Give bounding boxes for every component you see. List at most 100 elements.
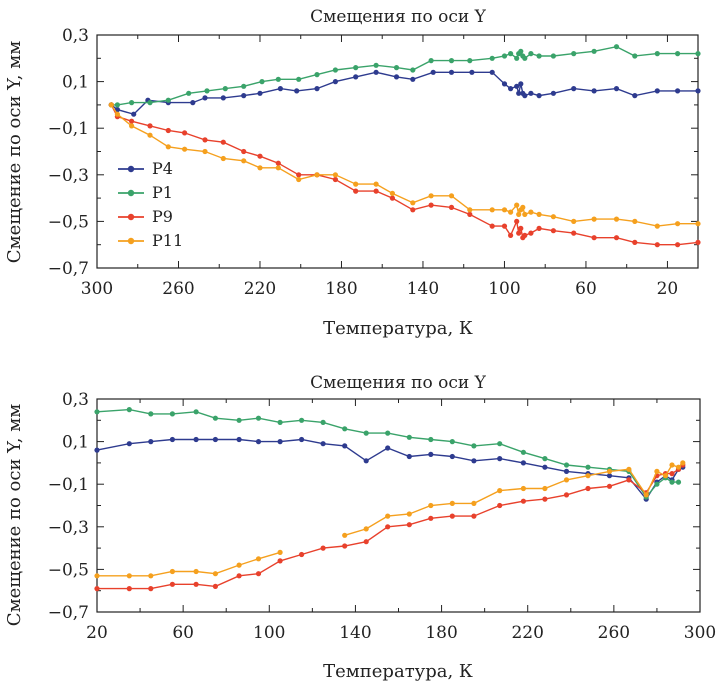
top-series-p1 [108, 44, 701, 108]
bottom-ytick-label: −0,5 [48, 560, 89, 580]
top-series-p1-point [373, 62, 379, 68]
top-series-p9-point [536, 225, 542, 231]
top-series-p11-point [632, 218, 638, 224]
top-series-p9-point [516, 230, 522, 236]
top-series-p9-point [165, 127, 171, 134]
bottom-series-p11-point [428, 502, 434, 509]
top-series-p9-point [514, 218, 520, 224]
top-series-p4-point [591, 88, 597, 94]
bottom-series-p1-point [497, 441, 503, 447]
top-series-p9-line [110, 104, 699, 246]
bottom-series-p11-point [236, 562, 242, 568]
bottom-series-p9-point [148, 586, 154, 592]
bottom-series-p1-point [542, 456, 548, 462]
top-series-p1-point [675, 51, 681, 57]
bottom-series-p9-point [563, 492, 570, 498]
top-ytick-label: 0,3 [62, 26, 89, 46]
top-series-p11-point [314, 172, 320, 178]
top-series-p4-point [489, 69, 495, 75]
top-legend-marker [127, 189, 135, 197]
bottom-xtick-label: 100 [253, 623, 285, 643]
top-series-p4-point [571, 86, 577, 92]
bottom-series-p4-point [277, 439, 283, 445]
bottom-series-p11-point [193, 568, 199, 575]
top-series-p1-point [518, 48, 524, 54]
bottom-xtick-label: 260 [598, 623, 630, 643]
bottom-series-p9-point [449, 513, 455, 519]
top-series-p1-point [332, 67, 338, 73]
bottom-xtick-label: 300 [684, 623, 716, 643]
bottom-series-p9-point [585, 485, 591, 492]
top-xtick-label: 20 [657, 279, 679, 299]
top-series-p9-point [501, 223, 508, 229]
top-series-p11-point [613, 216, 620, 222]
bottom-series-p11-point [277, 549, 283, 556]
bottom-xtick-label: 140 [339, 623, 371, 643]
bottom-xtick-label: 60 [172, 623, 194, 643]
bottom-series-p11-point [212, 571, 218, 577]
bottom-series-p1 [94, 407, 682, 500]
top-series-p11-point [520, 204, 526, 210]
top-series-p1-point [522, 55, 528, 61]
top-series-p9-point [220, 139, 226, 145]
bottom-xtick-label: 180 [425, 623, 457, 643]
bottom-series-p1-point [169, 411, 175, 417]
bottom-series-p4-point [471, 458, 477, 464]
top-legend-label: P9 [152, 207, 173, 226]
top-series-p9-point [389, 195, 395, 201]
bottom-series-p1-point [520, 449, 527, 455]
top-series-p4-point [516, 90, 522, 96]
top-legend: P4 P1 P9 P11 [118, 159, 183, 250]
chart-bottom-title: Смещения по оси Y [310, 373, 486, 393]
top-series-p4-point [695, 88, 701, 94]
top-series-p4-point [353, 74, 359, 80]
bottom-series-p11-point [148, 573, 154, 579]
bottom-series-p1-point [563, 462, 570, 468]
top-series-p4-point [131, 111, 137, 117]
bottom-series-p9-point [626, 477, 632, 483]
top-series-p1-point [204, 88, 210, 94]
top-legend-label: P11 [152, 231, 183, 250]
top-series-p9-point [571, 230, 577, 236]
top-xtick-label: 260 [162, 279, 194, 299]
top-series-p9-point [467, 211, 473, 217]
bottom-series-p9-point [363, 539, 369, 545]
bottom-series-p1-point [675, 479, 682, 485]
bottom-series-p1-point [449, 439, 455, 445]
bottom-series-p1-point [277, 419, 283, 425]
top-series-p1-line [111, 45, 698, 106]
top-series-p4-point [654, 88, 660, 94]
top-series-p11-point [516, 211, 522, 217]
top-series-p9-point [257, 153, 263, 159]
top-series-p1-point [632, 53, 638, 59]
top-series-p4-point [501, 81, 508, 87]
top-series-p4-point [469, 69, 475, 75]
bottom-series-p9-point [169, 581, 175, 587]
bottom-series-p11-point [563, 477, 570, 483]
top-series-p9-point [528, 230, 534, 236]
bottom-ytick-label: −0,3 [48, 518, 89, 538]
top-series-p1-point [114, 102, 120, 108]
top-series-p9-point [613, 235, 620, 241]
top-series-p11-point [202, 148, 208, 155]
top-series-p1-point [241, 83, 247, 89]
top-legend-label: P1 [152, 183, 173, 202]
bottom-series-p4 [94, 436, 686, 502]
bottom-series-p4-point [563, 468, 570, 474]
top-series-p4-point [410, 76, 416, 82]
bottom-ytick-label: 0,3 [62, 390, 89, 410]
bottom-series-p9-point [236, 573, 242, 579]
bottom-series-p11-point [680, 460, 686, 466]
top-legend-label: P4 [152, 159, 173, 178]
top-series-p4-point [294, 88, 300, 94]
top-series-p1-point [528, 51, 534, 57]
top-series-p9-point [632, 239, 638, 245]
bottom-series-p9-point [385, 524, 391, 530]
top-series-p1-point [489, 55, 495, 61]
bottom-series-p9-point [299, 551, 305, 558]
bottom-series-p1-point [126, 407, 132, 413]
top-legend-marker [127, 165, 135, 173]
bottom-series-p9-point [193, 581, 199, 587]
bottom-series-p4-point [126, 441, 132, 447]
